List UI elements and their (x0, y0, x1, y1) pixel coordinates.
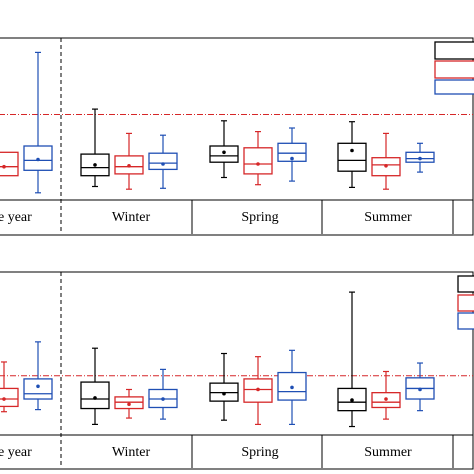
box-mean-point (2, 164, 6, 169)
top-label-strip (0, 199, 474, 236)
bottom-plot-frame (0, 271, 474, 436)
box-mean-point (222, 150, 226, 155)
box-iqr (0, 387, 19, 408)
box-mean-point (350, 398, 354, 402)
bottom-legend-key-red (457, 294, 474, 312)
box-mean-point (256, 387, 260, 392)
top-legend-key-blue (434, 79, 474, 95)
box-iqr (23, 378, 53, 400)
box-mean-point (290, 385, 294, 390)
box-mean-point (36, 384, 40, 389)
box-iqr (148, 152, 178, 171)
box-mean-point (127, 164, 131, 168)
box-iqr (209, 145, 239, 163)
bottom-group-label: Winter (112, 445, 151, 460)
bottom-box-marks (0, 291, 473, 428)
box-mean-point (222, 391, 226, 396)
top-box-marks (0, 51, 473, 194)
top-plot-frame (0, 37, 474, 201)
box-iqr (23, 145, 53, 171)
bottom-label-strip (0, 434, 474, 470)
top-group-label: Winter (112, 210, 151, 225)
box-mean-point (418, 387, 422, 392)
box-iqr (0, 151, 19, 177)
bottom-legend-key-black (457, 275, 474, 293)
box-mean-point (290, 156, 294, 161)
bottom-group-label: Summer (364, 445, 412, 460)
box-mean-point (418, 156, 422, 161)
bottom-group-label: Spring (241, 445, 278, 460)
top-panel: e year Winter Spring Summer (0, 37, 474, 236)
box-mean-point (161, 397, 165, 401)
top-legend (434, 41, 474, 95)
box-iqr (80, 381, 110, 410)
box-mean-point (161, 162, 165, 166)
top-group-label: e year (0, 210, 32, 225)
bottom-legend-key-blue (457, 312, 474, 330)
top-group-label: Spring (241, 210, 278, 225)
top-legend-key-red (434, 60, 474, 79)
bottom-panel: e year Winter Spring Summer (0, 271, 474, 470)
box-mean-point (93, 163, 97, 167)
bottom-legend (457, 275, 474, 330)
box-mean-point (384, 397, 388, 401)
box-mean-point (384, 164, 388, 168)
top-legend-key-black (434, 41, 474, 60)
box-mean-point (256, 162, 260, 166)
box-mean-point (2, 397, 6, 401)
box-mean-point (127, 402, 131, 407)
box-iqr (243, 147, 273, 175)
box-iqr (337, 142, 367, 172)
box-iqr (277, 142, 307, 162)
box-mean-point (93, 396, 97, 400)
box-mean-point (350, 148, 354, 153)
box-mean-point (36, 157, 40, 162)
top-group-label: Summer (364, 210, 412, 225)
bottom-group-label: e year (0, 445, 32, 460)
